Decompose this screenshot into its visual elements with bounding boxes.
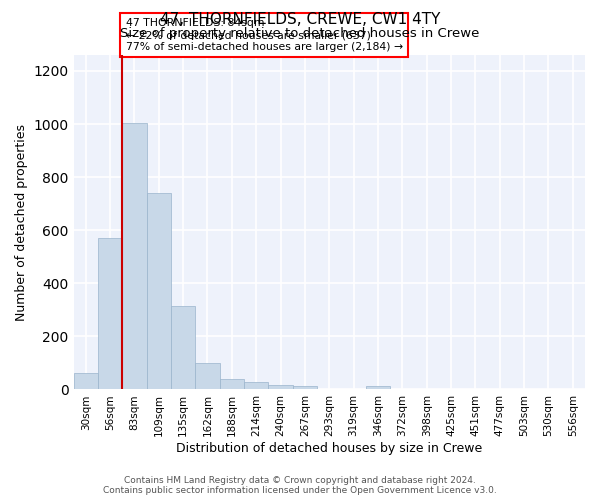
Y-axis label: Number of detached properties: Number of detached properties	[15, 124, 28, 320]
Bar	[293, 386, 317, 390]
Text: 47, THORNFIELDS, CREWE, CW1 4TY: 47, THORNFIELDS, CREWE, CW1 4TY	[160, 12, 440, 28]
Bar	[366, 386, 390, 390]
Text: Size of property relative to detached houses in Crewe: Size of property relative to detached ho…	[121, 28, 479, 40]
Bar	[171, 306, 196, 390]
Bar	[220, 379, 244, 390]
X-axis label: Distribution of detached houses by size in Crewe: Distribution of detached houses by size …	[176, 442, 482, 455]
Text: Contains HM Land Registry data © Crown copyright and database right 2024.
Contai: Contains HM Land Registry data © Crown c…	[103, 476, 497, 495]
Text: 47 THORNFIELDS: 84sqm
← 22% of detached houses are smaller (637)
77% of semi-det: 47 THORNFIELDS: 84sqm ← 22% of detached …	[126, 18, 403, 52]
Bar	[98, 238, 122, 390]
Bar	[146, 193, 171, 390]
Bar	[268, 384, 293, 390]
Bar	[74, 372, 98, 390]
Bar	[196, 364, 220, 390]
Bar	[244, 382, 268, 390]
Bar	[122, 122, 146, 390]
